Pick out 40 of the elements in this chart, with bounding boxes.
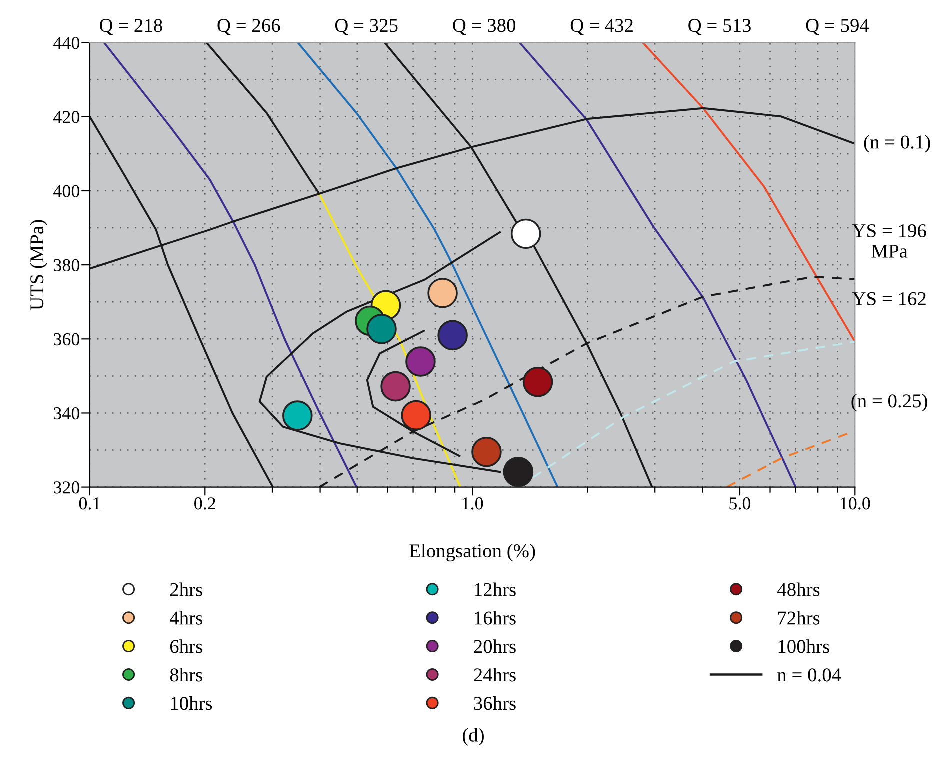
y-tick-label: 320	[54, 482, 80, 494]
text: Q = 432	[570, 19, 633, 36]
legend-label: 36hrs	[474, 696, 516, 710]
legend-label: 20hrs	[474, 640, 516, 654]
annotation: YS = 162	[852, 292, 926, 306]
y-tick-label: 440	[54, 37, 80, 50]
legend-label: 72hrs	[778, 611, 820, 625]
y-tick-label: 340	[54, 407, 80, 420]
legend-label: 10hrs	[171, 696, 212, 710]
x-axis-title: Elongsation (%)	[410, 544, 536, 562]
y-tick-label: 420	[54, 111, 80, 124]
annotation: YS = 196 MPa	[852, 224, 926, 258]
y-tick-label: 380	[54, 259, 80, 272]
legend-label: 8hrs	[170, 668, 202, 682]
x-tick-label: 0.1	[79, 498, 100, 510]
text: Q = 513	[688, 19, 751, 36]
text: Q = 325	[335, 19, 398, 36]
x-tick-label: 0.2	[194, 498, 216, 510]
legend-label: n = 0.04	[778, 668, 842, 682]
y-axis-title: UTS (MPa)	[30, 220, 48, 310]
text: Q = 380	[453, 19, 516, 36]
legend-label: 6hrs	[170, 640, 202, 654]
legend-label: 4hrs	[170, 611, 202, 625]
text: Q = 218	[100, 19, 162, 36]
legend-label: 12hrs	[475, 582, 516, 596]
annotation: (n = 0.25)	[852, 394, 928, 412]
legend-label: 16hrs	[475, 611, 516, 625]
legend-label: 48hrs	[778, 582, 820, 596]
y-tick-label: 400	[54, 185, 80, 198]
x-tick-label: 5.0	[730, 498, 751, 510]
text: (d)	[463, 728, 484, 746]
legend-label: 24hrs	[474, 668, 516, 682]
text: Q = 594	[806, 19, 870, 36]
y-tick-label: 360	[54, 333, 80, 346]
text: Q = 266	[218, 19, 280, 36]
legend-label: 2hrs	[170, 582, 202, 596]
x-tick-label: 10.0	[840, 498, 870, 510]
x-tick-label: 1.0	[462, 498, 484, 510]
annotation: (n = 0.1)	[864, 135, 930, 153]
legend-label: 100hrs	[778, 640, 830, 654]
